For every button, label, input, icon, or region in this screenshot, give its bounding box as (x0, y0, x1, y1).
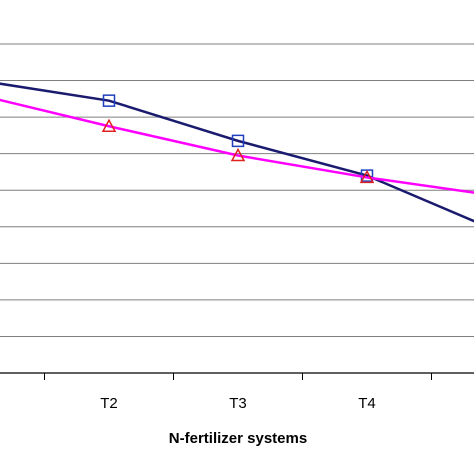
x-tick-labels: T2 T3 T4 (100, 395, 376, 412)
x-tick-label: T3 (229, 395, 247, 412)
axes (44, 373, 432, 380)
series-layer (0, 82, 474, 223)
series-line (0, 98, 474, 194)
series-1 (0, 82, 474, 223)
series-2 (0, 98, 474, 194)
data-point-triangle (230, 147, 246, 162)
data-point-square (102, 94, 116, 107)
data-point-square (231, 134, 245, 148)
data-point-triangle (101, 118, 117, 132)
x-tick-label: T2 (100, 395, 118, 412)
x-axis-title: N-fertilizer systems (169, 430, 307, 447)
data-point-triangle (359, 169, 375, 184)
series-line (0, 82, 474, 223)
x-tick-label: T4 (358, 395, 376, 412)
gridlines (0, 43, 474, 374)
